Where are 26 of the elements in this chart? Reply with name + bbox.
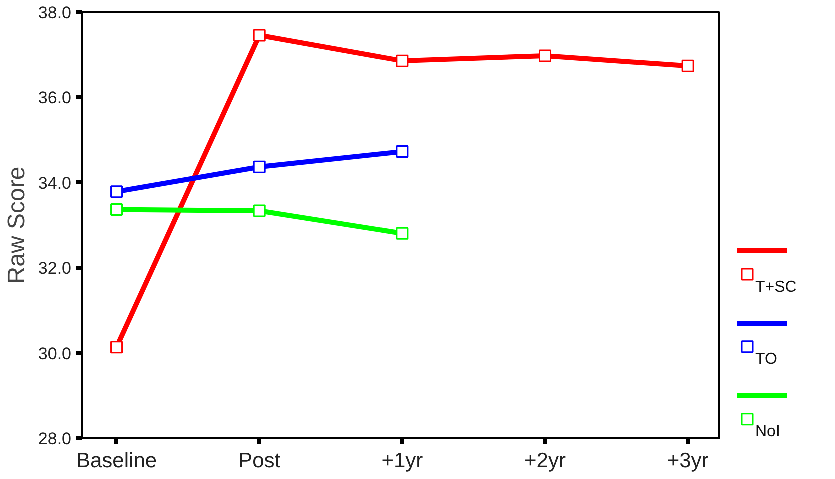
- legend-label: TO: [756, 351, 778, 368]
- x-tick-label: +1yr: [382, 450, 424, 472]
- point: [110, 186, 124, 198]
- point: [253, 29, 266, 42]
- point: [396, 54, 409, 68]
- point: [253, 204, 266, 218]
- y-tick-label: 28.0: [38, 430, 72, 448]
- point: [396, 146, 409, 158]
- y-tick-label: 32.0: [38, 259, 72, 278]
- x-tick-label: +2yr: [524, 450, 566, 472]
- y-tick-label: 38.0: [38, 4, 72, 22]
- legend-label: T+SC: [756, 278, 797, 296]
- point: [110, 203, 124, 216]
- point: [110, 341, 124, 354]
- point: [253, 160, 266, 174]
- x-tick-label: +3yr: [667, 450, 709, 472]
- point: [539, 50, 552, 62]
- x-tick-label: Post: [238, 450, 281, 472]
- y-tick-label: 36.0: [38, 88, 72, 108]
- legend-label: NoI: [756, 424, 780, 441]
- y-tick-label: 30.0: [38, 344, 72, 364]
- y-axis-title: Raw Score: [3, 166, 30, 284]
- point: [396, 227, 409, 240]
- x-tick-label: Baseline: [76, 450, 158, 472]
- point: [682, 60, 694, 72]
- y-tick-label: 34.0: [38, 174, 72, 193]
